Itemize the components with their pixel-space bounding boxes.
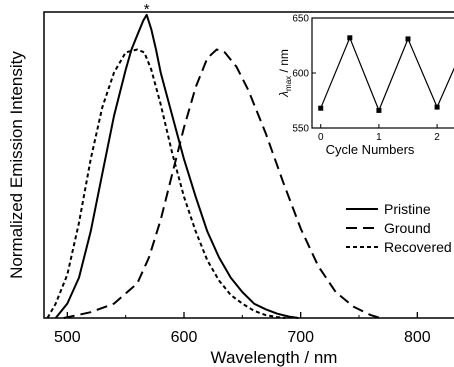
inset-y-axis-title: λmax / nm — [277, 49, 293, 98]
inset-x-axis-title: Cycle Numbers — [326, 142, 415, 157]
inset-y-tick-label: 650 — [292, 14, 309, 25]
main-chart: 500 600 700 800 * Wavelength / nm Normalize… — [7, 1, 454, 367]
main-y-axis-title: Normalized Emission Intensity — [7, 51, 26, 279]
inset-data-point — [405, 36, 411, 42]
inset-x-tick-label: 0 — [318, 132, 324, 143]
inset-data-point — [376, 107, 382, 113]
inset-series-group — [318, 35, 454, 113]
inset-data-point — [347, 35, 353, 41]
inset-x-tick-label: 1 — [376, 132, 382, 143]
inset-series-line — [320, 36, 454, 113]
series-pristine-line — [54, 13, 299, 319]
main-plot-frame — [43, 11, 454, 319]
legend-label-pristine: Pristine — [384, 201, 431, 217]
main-x-axis: 500 600 700 800 — [54, 312, 431, 346]
legend: Pristine Ground Recovered — [346, 201, 452, 255]
inset-background — [312, 18, 454, 130]
inset-data-point — [318, 105, 324, 111]
legend-label-recovered: Recovered — [384, 239, 452, 255]
inset-y-axis: 550 600 650 — [292, 14, 316, 135]
main-series-group — [46, 13, 381, 319]
main-x-tick-label: 600 — [171, 329, 198, 346]
inset-x-tick-label: 2 — [434, 132, 440, 143]
inset-data-point — [434, 104, 440, 110]
main-x-tick-label: 500 — [54, 329, 81, 346]
legend-label-ground: Ground — [384, 220, 431, 236]
peak-marker: * — [144, 1, 150, 18]
inset-chart: 0 1 2 550 600 650 Cycle Numbers λmax / nm — [277, 14, 454, 157]
main-x-tick-label: 700 — [287, 329, 314, 346]
main-x-tick-label: 800 — [404, 329, 431, 346]
series-recovered-line — [46, 48, 286, 319]
inset-y-tick-label: 550 — [292, 124, 309, 135]
inset-y-tick-label: 600 — [292, 69, 309, 80]
inset-x-axis: 0 1 2 — [318, 124, 440, 143]
main-x-axis-title: Wavelength / nm — [211, 348, 338, 367]
